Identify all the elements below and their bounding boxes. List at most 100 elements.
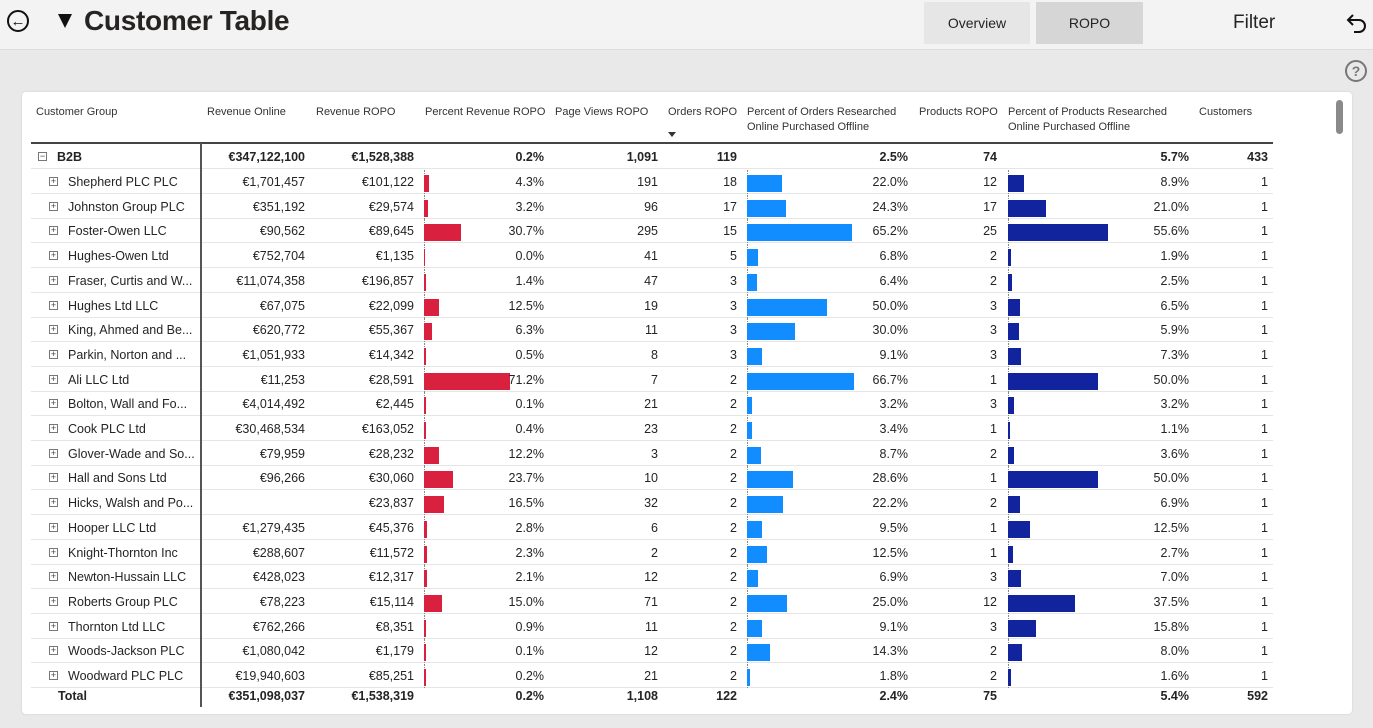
undo-icon[interactable] — [1345, 10, 1369, 34]
expand-icon[interactable]: + — [49, 200, 58, 211]
pct-orders-cell: 2.4% — [879, 689, 909, 703]
expand-icon[interactable]: + — [49, 620, 58, 631]
customers-cell: 1 — [1261, 446, 1268, 461]
table-row[interactable]: + Hughes Ltd LLC €67,075 €22,099 12.5% 19 3 50.… — [31, 293, 1273, 318]
table-row[interactable]: + Fraser, Curtis and W... €11,074,358 €196,… — [31, 268, 1273, 293]
products-cell: 2 — [990, 249, 997, 264]
table-row[interactable]: + Glover-Wade and So... €79,959 €28,232 12.2… — [31, 441, 1273, 466]
pct-rev-cell: 71.2% — [508, 372, 544, 387]
pct-rev-cell: 30.7% — [508, 224, 544, 239]
orders-cell: 2 — [730, 619, 737, 634]
col-header-customers[interactable]: Customers — [1199, 106, 1253, 118]
products-cell: 75 — [983, 689, 997, 703]
products-cell: 25 — [983, 224, 997, 239]
col-header-customer-group[interactable]: Customer Group — [36, 106, 118, 118]
expand-icon[interactable]: + — [49, 398, 58, 409]
expand-icon[interactable]: + — [49, 176, 58, 186]
page-views-cell: 32 — [644, 496, 658, 511]
page-views-cell: 12 — [644, 644, 658, 659]
pct-orders-bar — [747, 471, 793, 489]
table-row[interactable]: + Parkin, Norton and ... €1,051,933 €14,342… — [31, 342, 1273, 367]
tab-overview[interactable]: Overview — [924, 2, 1030, 44]
expand-icon[interactable]: + — [49, 373, 58, 384]
rev-online-cell: €19,940,603 — [235, 669, 305, 683]
expand-icon[interactable]: + — [49, 324, 58, 335]
expand-icon[interactable]: + — [49, 546, 58, 557]
col-header-percent-revenue-ropo[interactable]: Percent Revenue ROPO — [425, 106, 546, 118]
sort-descending-icon — [668, 132, 676, 137]
col-header-page-views-ropo[interactable]: Page Views ROPO — [555, 106, 649, 118]
row-divider — [31, 316, 1273, 318]
total-row[interactable]: Total €351,098,037 €1,538,319 0.2% 1,108 122 2… — [31, 684, 1273, 708]
table-row[interactable]: + Ali LLC Ltd €11,253 €28,591 71.2% 7 2 66.7% 1 5… — [31, 367, 1273, 392]
table-row[interactable]: + Foster-Owen LLC €90,562 €89,645 30.7% 295 15… — [31, 219, 1273, 244]
pct-products-cell: 2.5% — [1160, 273, 1190, 288]
expand-icon[interactable]: + — [49, 497, 58, 508]
expand-icon[interactable]: + — [49, 595, 58, 606]
pct-rev-bar — [424, 224, 462, 242]
table-row[interactable]: + Johnston Group PLC €351,192 €29,574 3.2% 96… — [31, 194, 1273, 219]
row-divider — [31, 637, 1273, 639]
table-row[interactable]: + Newton-Hussain LLC €428,023 €12,317 2.1% 12… — [31, 565, 1273, 590]
table-row[interactable]: + Cook PLC Ltd €30,468,534 €163,052 0.4% 23 2 3… — [31, 417, 1273, 441]
expand-icon[interactable]: + — [49, 670, 58, 680]
col-header-percent-products[interactable]: Percent of Products Researched Online Pu… — [1008, 105, 1167, 135]
help-icon[interactable]: ? — [1345, 60, 1367, 82]
collapse-icon[interactable]: − — [38, 151, 47, 161]
table-row[interactable]: + Bolton, Wall and Fo... €4,014,492 €2,445 0… — [31, 392, 1273, 417]
pct-products-bar — [1008, 397, 1014, 415]
col-header-revenue-ropo[interactable]: Revenue ROPO — [316, 106, 396, 118]
filter-button[interactable]: Filter — [1233, 12, 1276, 33]
expand-icon[interactable]: + — [49, 447, 58, 458]
pct-rev-cell: 0.5% — [515, 347, 545, 362]
pct-products-bar — [1008, 422, 1010, 439]
expand-icon[interactable]: + — [49, 250, 58, 261]
expand-icon[interactable]: + — [49, 348, 58, 359]
table-row[interactable]: + King, Ahmed and Be... €620,772 €55,367 6.3… — [31, 318, 1273, 343]
col-header-orders-ropo[interactable]: Orders ROPO — [668, 106, 738, 118]
col-header-products-ropo[interactable]: Products ROPO — [919, 106, 998, 118]
table-row[interactable]: + Hughes-Owen Ltd €752,704 €1,135 0.0% 41 5 6.8… — [31, 244, 1273, 269]
table-row[interactable]: + Hall and Sons Ltd €96,266 €30,060 23.7% 10 2… — [31, 466, 1273, 491]
pct-products-cell: 8.9% — [1160, 175, 1190, 189]
customer-name: Newton-Hussain LLC — [68, 570, 187, 585]
pct-products-cell: 1.9% — [1160, 249, 1190, 264]
table-row[interactable]: + Hicks, Walsh and Po... €23,837 16.5% 32 2 22… — [31, 491, 1273, 516]
table-row[interactable]: + Thornton Ltd LLC €762,266 €8,351 0.9% 11 2 9.… — [31, 614, 1273, 639]
rev-ropo-cell: €1,135 — [375, 249, 414, 264]
group-row[interactable]: − B2B €347,122,100 €1,528,388 0.2% 1,091 119 2.… — [31, 145, 1273, 169]
row-divider — [31, 242, 1273, 244]
expand-icon[interactable]: + — [49, 571, 58, 582]
page-views-cell: 11 — [645, 619, 658, 634]
expand-icon[interactable]: + — [49, 472, 58, 483]
tab-ropo[interactable]: ROPO — [1036, 2, 1143, 44]
customer-name: Roberts Group PLC — [68, 594, 178, 609]
col-header-revenue-online[interactable]: Revenue Online — [207, 106, 286, 118]
table-row[interactable]: + Knight-Thornton Inc €288,607 €11,572 2.3% 2… — [31, 540, 1273, 565]
expand-icon[interactable]: + — [49, 299, 58, 310]
collapse-caret-icon[interactable] — [58, 14, 72, 28]
table-row[interactable]: + Roberts Group PLC €78,223 €15,114 15.0% 71 2… — [31, 589, 1273, 614]
pct-products-bar — [1008, 570, 1021, 588]
col-header-percent-orders[interactable]: Percent of Orders Researched Online Purc… — [747, 105, 896, 135]
pct-rev-bar — [424, 570, 427, 588]
pct-rev-bar — [424, 496, 444, 514]
table-row[interactable]: + Woodward PLC PLC €19,940,603 €85,251 0.2% 2… — [31, 664, 1273, 688]
orders-cell: 2 — [730, 594, 737, 609]
products-cell: 1 — [990, 471, 997, 486]
expand-icon[interactable]: + — [49, 521, 58, 532]
expand-icon[interactable]: + — [49, 225, 58, 236]
vertical-scrollbar[interactable] — [1336, 100, 1343, 134]
page-views-cell: 71 — [644, 594, 658, 609]
expand-icon[interactable]: + — [49, 274, 58, 285]
expand-icon[interactable]: + — [49, 645, 58, 656]
expand-icon[interactable]: + — [49, 423, 58, 433]
table-row[interactable]: + Shepherd PLC PLC €1,701,457 €101,122 4.3% 1… — [31, 170, 1273, 194]
products-cell: 2 — [990, 644, 997, 659]
back-arrow-icon[interactable]: ← — [7, 10, 29, 32]
table-row[interactable]: + Hooper LLC Ltd €1,279,435 €45,376 2.8% 6 2 9.… — [31, 515, 1273, 540]
pct-orders-bar — [747, 570, 759, 588]
orders-cell: 2 — [730, 446, 737, 461]
rev-ropo-cell: €101,122 — [361, 175, 414, 189]
table-row[interactable]: + Woods-Jackson PLC €1,080,042 €1,179 0.1% 12… — [31, 639, 1273, 664]
